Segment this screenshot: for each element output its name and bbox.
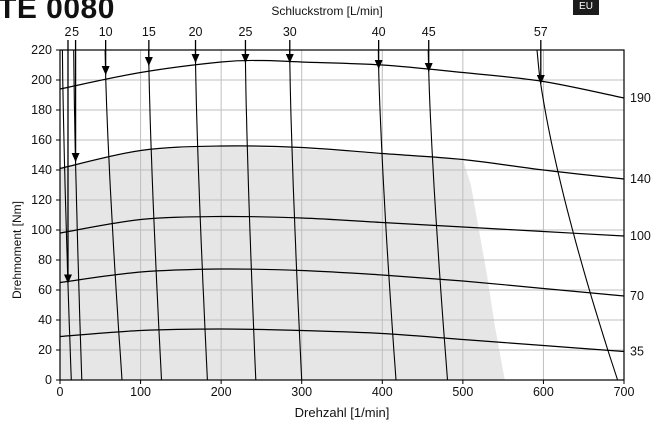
power-curve-70 (59, 268, 625, 297)
x-axis-label: Drehzahl [1/min] (294, 405, 390, 420)
y-tick-label: 60 (38, 283, 52, 297)
flow-curve-25 (244, 49, 257, 381)
power-label-70: 70 (630, 289, 644, 303)
flow-label-5: 5 (72, 25, 79, 39)
x-tick-label: 600 (533, 385, 554, 399)
y-tick-label: 200 (31, 73, 52, 87)
flow-label-25: 25 (239, 25, 253, 39)
chart-title: TE 0080 (0, 0, 115, 25)
flow-label-2: 2 (65, 25, 72, 39)
x-tick-label: 500 (452, 385, 473, 399)
axes-layer (56, 49, 625, 384)
flow-label-40: 40 (372, 25, 386, 39)
power-label-140: 140 (630, 172, 651, 186)
x-tick-label: 700 (614, 385, 635, 399)
x-tick-label: 100 (130, 385, 151, 399)
operating-range-layer (60, 146, 505, 380)
flow-curve-10 (104, 49, 123, 381)
y-tick-label: 180 (31, 103, 52, 117)
flow-label-20: 20 (189, 25, 203, 39)
flow-label-45: 45 (422, 25, 436, 39)
y-tick-label: 140 (31, 163, 52, 177)
flow-label-30: 30 (283, 25, 297, 39)
x-tick-label: 400 (372, 385, 393, 399)
flow-label-57: 57 (534, 25, 548, 39)
region-badge: EU (573, 0, 599, 15)
x-tick-label: 300 (291, 385, 312, 399)
x-tick-label: 200 (211, 385, 232, 399)
flow-curve-15 (148, 49, 163, 381)
power-label-100: 100 (630, 229, 651, 243)
flow-label-10: 10 (99, 25, 113, 39)
flow-curve-20 (194, 49, 208, 381)
y-tick-label: 40 (38, 313, 52, 327)
flow-curve-57 (536, 49, 619, 381)
flow-curve-2 (61, 49, 72, 381)
operating-range-area (60, 146, 505, 380)
plot-frame (59, 49, 625, 381)
flow-label-15: 15 (142, 25, 156, 39)
flow-curve-30 (289, 49, 303, 381)
flow-curves-layer (61, 40, 619, 381)
power-curve-190 (59, 59, 625, 99)
top-axis-label: Schluckstrom [L/min] (271, 4, 383, 18)
power-curve-35 (59, 328, 625, 353)
y-tick-label: 120 (31, 193, 52, 207)
y-tick-label: 100 (31, 223, 52, 237)
y-tick-label: 80 (38, 253, 52, 267)
power-curves-layer (59, 59, 625, 353)
power-curve-140 (59, 145, 625, 180)
y-tick-label: 20 (38, 343, 52, 357)
flow-curve-5 (73, 49, 83, 381)
y-tick-label: 220 (31, 43, 52, 57)
y-tick-label: 160 (31, 133, 52, 147)
y-tick-label: 0 (45, 373, 52, 387)
power-curve-100 (59, 215, 625, 237)
power-label-190: 190 (630, 91, 651, 105)
flow-curve-40 (377, 49, 397, 381)
x-tick-label: 0 (57, 385, 64, 399)
flow-curve-45 (427, 49, 449, 381)
power-label-35: 35 (630, 345, 644, 359)
